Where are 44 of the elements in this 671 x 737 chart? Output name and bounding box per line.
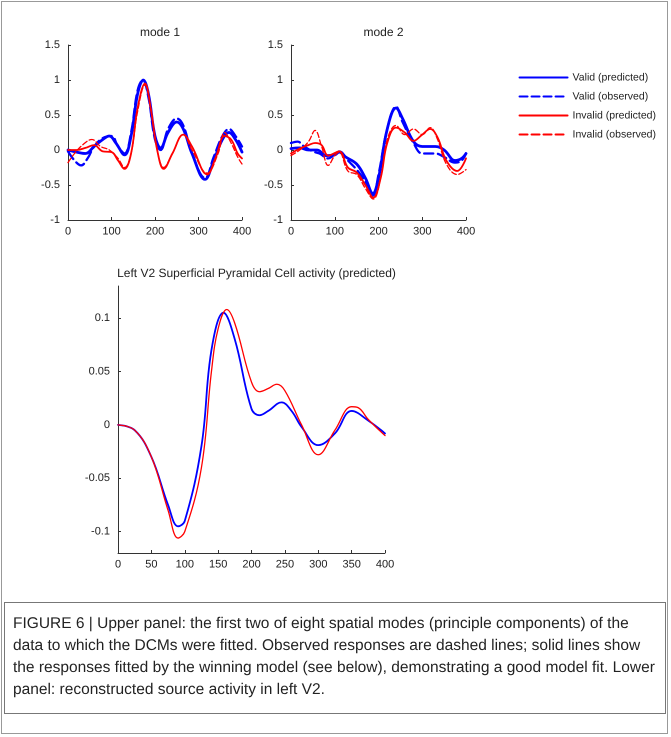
y-tick-label: 0.5 [268,109,283,121]
y-tick-label: 0 [54,144,60,156]
legend-label: Invalid (observed) [572,128,656,140]
x-tick-label: 0 [64,226,72,238]
x-tick-label: 400 [232,226,252,238]
x-tick-label: 300 [189,226,208,238]
x-tick-label: 200 [146,226,164,238]
chart-title: mode 1 [140,25,180,39]
x-tick-label: 100 [102,226,121,238]
y-tick-label: 1 [54,74,60,86]
x-tick-label: 350 [342,558,361,570]
legend-label: Valid (observed) [572,90,648,102]
y-tick-label: 0 [104,418,110,431]
x-tick-label: 300 [413,226,432,238]
y-tick-label: -0.5 [41,179,60,191]
y-tick-label: -0.05 [84,472,110,484]
x-tick-label: 150 [208,558,228,570]
y-tick-label: -1 [50,214,60,226]
y-tick-label: 0.05 [88,365,110,378]
y-tick-label: 1.5 [268,39,283,51]
x-tick-label: 100 [176,558,194,570]
y-tick-label: -0.5 [264,179,283,191]
x-tick-label: 200 [242,558,261,570]
y-tick-label: 0.5 [44,109,60,121]
y-tick-label: 0 [276,144,283,156]
x-tick-label: 200 [369,226,388,238]
chart-title: Left V2 Superficial Pyramidal Cell activity (predicted) [117,266,396,280]
x-tick-label: 0 [288,226,294,238]
legend-label: Valid (predicted) [572,72,648,84]
legend-label: Invalid (predicted) [572,110,656,122]
x-tick-label: 50 [145,558,158,570]
x-tick-label: 400 [456,226,476,238]
x-tick-label: 0 [114,558,122,570]
x-tick-label: 400 [376,558,394,570]
x-tick-label: 300 [309,558,328,570]
y-tick-label: 1 [276,74,283,86]
y-tick-label: -1 [273,214,283,226]
caption: FIGURE 6 | Upper panel: the first two of eight spatial modes (principle components) of the data to which the DCMs were fitted. Observed responses are dashed lines; solid lines show the responses fitted by the winning model (see below), demonstrating a good model fit. Lower panel: reconstructed source activity in left V2. [4,602,666,714]
y-tick-label: 1.5 [44,39,60,51]
x-tick-label: 100 [326,226,344,238]
y-tick-label: 0.1 [94,312,110,324]
chart-title: mode 2 [363,25,404,39]
x-tick-label: 250 [276,558,294,570]
y-tick-label: -0.1 [91,526,110,538]
